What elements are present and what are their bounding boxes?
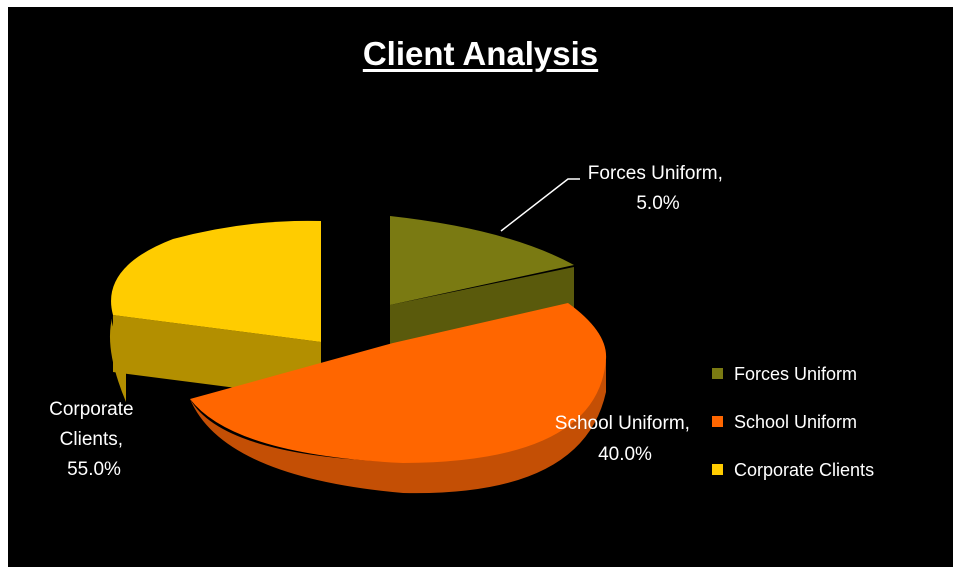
pie-slice-school-uniform-top: [190, 303, 607, 463]
data-label-forces-uniform-name: Forces Uniform,: [588, 163, 723, 184]
legend-item-corporate-clients: Corporate Clients: [712, 460, 874, 480]
data-label-corporate-clients: Corporate Clients, 55.0%: [49, 399, 139, 480]
leader-line-forces-uniform: [500, 178, 580, 232]
data-label-forces-uniform-value: 5.0%: [636, 193, 679, 214]
data-label-corporate-clients-value: 55.0%: [67, 459, 121, 480]
pie-slice-corporate-clients-rim: [109, 315, 126, 402]
pie-slice-school-uniform-side: [190, 359, 606, 494]
pie-slice-forces-uniform-side: [390, 267, 574, 355]
legend-label-forces-uniform: Forces Uniform: [734, 364, 857, 384]
data-label-corporate-clients-word2: Clients,: [60, 429, 123, 450]
pie-slice-forces-uniform: [390, 216, 574, 355]
data-label-school-uniform-name: School Uniform,: [555, 413, 690, 434]
data-label-corporate-clients-word1: Corporate: [49, 399, 134, 420]
legend: Forces Uniform School Uniform Corporate …: [712, 364, 874, 480]
pie-slice-school-uniform: [190, 303, 607, 494]
data-label-forces-uniform: Forces Uniform, 5.0%: [588, 163, 728, 214]
legend-swatch-forces-uniform: [712, 368, 723, 379]
legend-item-school-uniform: School Uniform: [712, 412, 857, 432]
data-label-school-uniform-value: 40.0%: [598, 444, 652, 465]
legend-label-school-uniform: School Uniform: [734, 412, 857, 432]
legend-swatch-school-uniform: [712, 416, 723, 427]
chart-frame: Client Analysis Forces Uniform, 5.0% Sch…: [8, 7, 953, 567]
legend-label-corporate-clients: Corporate Clients: [734, 460, 874, 480]
pie-slice-forces-uniform-top: [390, 216, 574, 305]
chart-title: Client Analysis: [362, 35, 599, 72]
pie-slice-corporate-clients-top: [111, 220, 321, 342]
data-label-school-uniform: School Uniform, 40.0%: [555, 413, 695, 465]
legend-item-forces-uniform: Forces Uniform: [712, 364, 857, 384]
pie-chart: Forces Uniform, 5.0% School Uniform, 40.…: [49, 163, 874, 494]
legend-swatch-corporate-clients: [712, 464, 723, 475]
